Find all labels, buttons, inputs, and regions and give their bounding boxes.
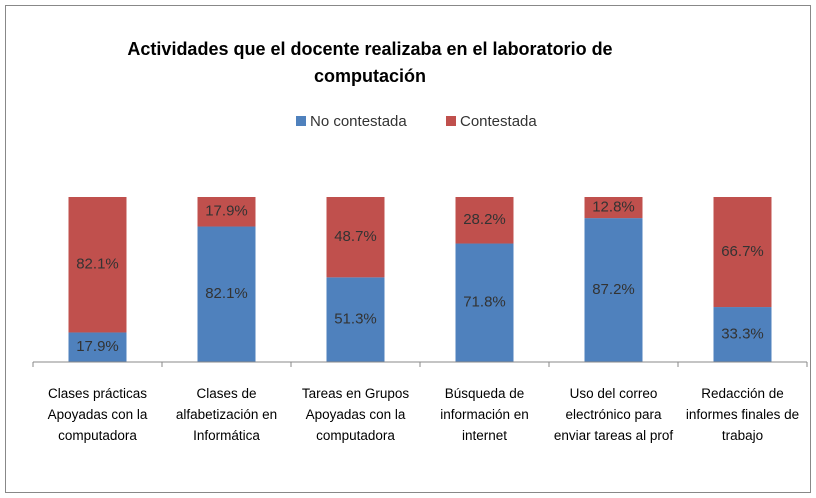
data-label: 66.7%: [721, 243, 764, 260]
data-label: 17.9%: [205, 203, 248, 220]
data-label: 82.1%: [205, 285, 248, 302]
x-tick-label: Tareas en Grupos Apoyadas con la computa…: [301, 386, 410, 443]
legend-label: No contestada: [310, 113, 407, 130]
chart-border: [5, 5, 811, 493]
x-tick-label: Clases de alfabetización en Informática: [175, 386, 278, 443]
bar-segment: [326, 197, 385, 278]
bar-segment: [68, 332, 127, 362]
data-label: 33.3%: [721, 325, 764, 342]
bar-segment: [584, 197, 643, 219]
legend-label: Contestada: [460, 113, 537, 130]
x-tick-label: Búsqueda de información en internet: [440, 386, 529, 443]
legend-swatch: [446, 116, 456, 126]
data-label: 82.1%: [76, 256, 119, 273]
data-label: 48.7%: [334, 228, 377, 245]
data-label: 87.2%: [592, 281, 635, 298]
data-label: 12.8%: [592, 199, 635, 216]
x-tick-label: Clases prácticas Apoyadas con la computa…: [47, 386, 148, 443]
bar-segment: [197, 197, 256, 227]
bar-segment: [455, 197, 514, 244]
bar-segment: [326, 277, 385, 362]
data-label: 28.2%: [463, 211, 506, 228]
chart-title: Actividades que el docente realizaba en …: [127, 39, 613, 86]
bar-segment: [713, 307, 772, 362]
bar-segment: [584, 218, 643, 362]
bar-segment: [713, 197, 772, 308]
bar-segment: [197, 226, 256, 362]
data-label: 17.9%: [76, 338, 119, 355]
data-label: 51.3%: [334, 311, 377, 328]
x-tick-label: Uso del correo electrónico para enviar t…: [553, 386, 674, 443]
bar-segment: [68, 197, 127, 333]
legend-swatch: [296, 116, 306, 126]
bar-segment: [455, 243, 514, 362]
x-tick-label: Redacción de informes finales de trabajo: [685, 386, 800, 443]
data-label: 71.8%: [463, 294, 506, 311]
